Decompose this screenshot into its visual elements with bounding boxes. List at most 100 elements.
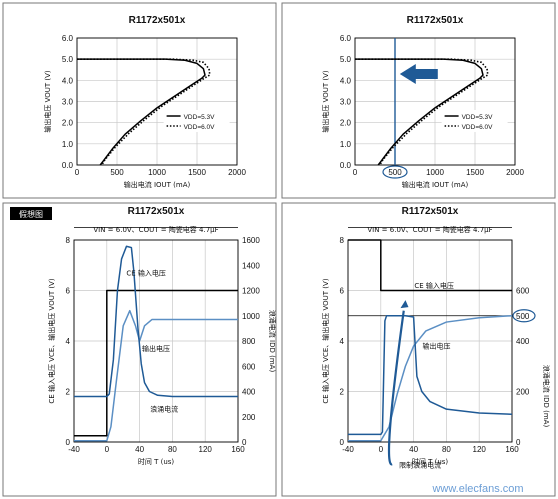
x-tick-label: 40 <box>135 445 144 454</box>
series-line-1 <box>348 239 512 292</box>
y-right-tick-label: 1400 <box>242 261 260 270</box>
x-tick-label: 1000 <box>426 168 444 177</box>
watermark: www.elecfans.com <box>431 483 523 495</box>
y-right-tick-label: 0 <box>242 438 247 447</box>
x-tick-label: -40 <box>68 445 80 454</box>
x-tick-label: 0 <box>353 168 358 177</box>
chart-3: R1172x501x VIN = 6.0V、COUT = 陶瓷电容 4.7μF -4… <box>47 206 277 466</box>
y-tick-label: 6.0 <box>62 34 74 43</box>
figure-tag-box <box>10 207 52 220</box>
chart-title: R1172x501x <box>407 15 464 26</box>
chart-2: R1172x501x 0 500 1000 1500 2000 0.0 1.0 2.0 3.0 4.… <box>321 15 524 189</box>
series-line-1 <box>74 289 238 437</box>
y-right-axis-label: 浪涌电流 IDD (mA) <box>268 310 277 373</box>
y-tick-label: 3.0 <box>62 98 74 107</box>
annotation-label: 限制浪涌电流 <box>399 460 441 469</box>
series-line-3 <box>74 245 238 398</box>
legend-label: VDD=6.0V <box>184 124 216 131</box>
y-axis-label: CE 输入电压 VCE、输出电压 VOUT (V) <box>321 278 330 403</box>
chart-title: R1172x501x <box>129 15 186 26</box>
chart-title: R1172x501x <box>402 206 459 217</box>
chart-subtitle: VIN = 6.0V、COUT = 陶瓷电容 4.7μF <box>93 225 218 234</box>
y-tick-label: 5.0 <box>340 55 352 64</box>
y-tick-label: 2.0 <box>62 119 74 128</box>
x-tick-label: -40 <box>342 445 354 454</box>
y-tick-label: 0 <box>340 438 345 447</box>
highlight-ellipse-right <box>512 309 536 323</box>
chart-4: R1172x501x VIN = 6.0V、COUT = 陶瓷电容 4.7μF -4… <box>321 206 551 469</box>
chart-1: R1172x501x 0 500 1000 1500 2000 0.0 1.0 2.0 3.0 4.… <box>43 15 246 189</box>
plot-frame <box>347 239 513 443</box>
y-tick-label: 6.0 <box>340 34 352 43</box>
y-tick-label: 0 <box>66 438 71 447</box>
y-right-tick-label: 200 <box>242 413 256 422</box>
x-axis-label: 输出电流 IOUT (mA) <box>402 180 469 189</box>
x-tick-label: 40 <box>409 445 418 454</box>
y-tick-label: 8 <box>340 236 345 245</box>
panel-border-top-left <box>2 2 277 199</box>
y-tick-label: 6 <box>340 287 345 296</box>
annotation-label: 输出电压 <box>142 344 170 353</box>
x-tick-label: 160 <box>231 445 245 454</box>
y-tick-label: 2 <box>66 388 71 397</box>
pointer-arrow-icon <box>400 300 409 309</box>
x-tick-label: 2000 <box>228 168 246 177</box>
annotation-label: CE 输入电压 <box>414 281 454 290</box>
legend-label: VDD=5.3V <box>462 114 494 121</box>
y-right-tick-label: 1200 <box>242 287 260 296</box>
x-tick-label: 120 <box>473 445 487 454</box>
x-tick-label: 0 <box>105 445 110 454</box>
series-line-1 <box>77 58 206 166</box>
plot-frame <box>76 37 238 166</box>
series-line-1 <box>355 58 484 166</box>
y-tick-label: 6 <box>66 287 71 296</box>
x-axis-label: 输出电流 IOUT (mA) <box>124 180 191 189</box>
y-tick-label: 1.0 <box>62 140 74 149</box>
panel-border-bottom-right <box>281 202 556 497</box>
series-line-2 <box>74 309 238 442</box>
y-right-axis-label: 浪涌电流 IDD (mA) <box>542 365 551 428</box>
x-axis-label: 时间 T (us) <box>138 457 175 466</box>
y-right-tick-label: 600 <box>242 362 256 371</box>
y-tick-label: 0.0 <box>62 161 74 170</box>
y-tick-label: 1.0 <box>340 140 352 149</box>
annotation-label: CE 输入电压 <box>126 268 166 277</box>
y-tick-label: 2.0 <box>340 119 352 128</box>
x-tick-label: 500 <box>388 168 402 177</box>
y-right-tick-label: 1600 <box>242 236 260 245</box>
y-tick-label: 0.0 <box>340 161 352 170</box>
plot-frame <box>354 37 516 166</box>
legend-label: VDD=5.3V <box>184 114 216 121</box>
x-tick-label: 1500 <box>188 168 206 177</box>
panel-border-top-right <box>281 2 556 199</box>
y-right-tick-label: 0 <box>516 438 521 447</box>
x-tick-label: 1000 <box>148 168 166 177</box>
highlight-ellipse-x <box>382 165 408 179</box>
y-tick-label: 4 <box>66 337 71 346</box>
figure-tag: 假想图 <box>19 209 43 219</box>
y-tick-label: 4.0 <box>62 76 74 85</box>
y-right-tick-label: 1000 <box>242 312 260 321</box>
y-axis-label: 输出电压 VOUT (V) <box>43 70 52 133</box>
x-tick-label: 2000 <box>506 168 524 177</box>
chart-subtitle: VIN = 6.0V、COUT = 陶瓷电容 4.7μF <box>367 225 492 234</box>
plot-frame <box>73 239 239 443</box>
x-tick-label: 1500 <box>466 168 484 177</box>
y-right-tick-label: 400 <box>242 388 256 397</box>
annotation-label: 输出电压 <box>423 342 451 351</box>
y-right-tick-label: 200 <box>516 388 530 397</box>
legend-label: VDD=6.0V <box>462 124 494 131</box>
series-line-2 <box>77 58 211 166</box>
y-tick-label: 2 <box>340 388 345 397</box>
x-axis-label: 时间 T (us) <box>412 457 449 466</box>
y-right-tick-label: 400 <box>516 337 530 346</box>
y-axis-label: 输出电压 VOUT (V) <box>321 70 330 133</box>
series-line-2 <box>355 58 489 166</box>
y-tick-label: 8 <box>66 236 71 245</box>
pointer-arrow-line <box>387 310 405 466</box>
x-tick-label: 120 <box>199 445 213 454</box>
x-tick-label: 0 <box>75 168 80 177</box>
